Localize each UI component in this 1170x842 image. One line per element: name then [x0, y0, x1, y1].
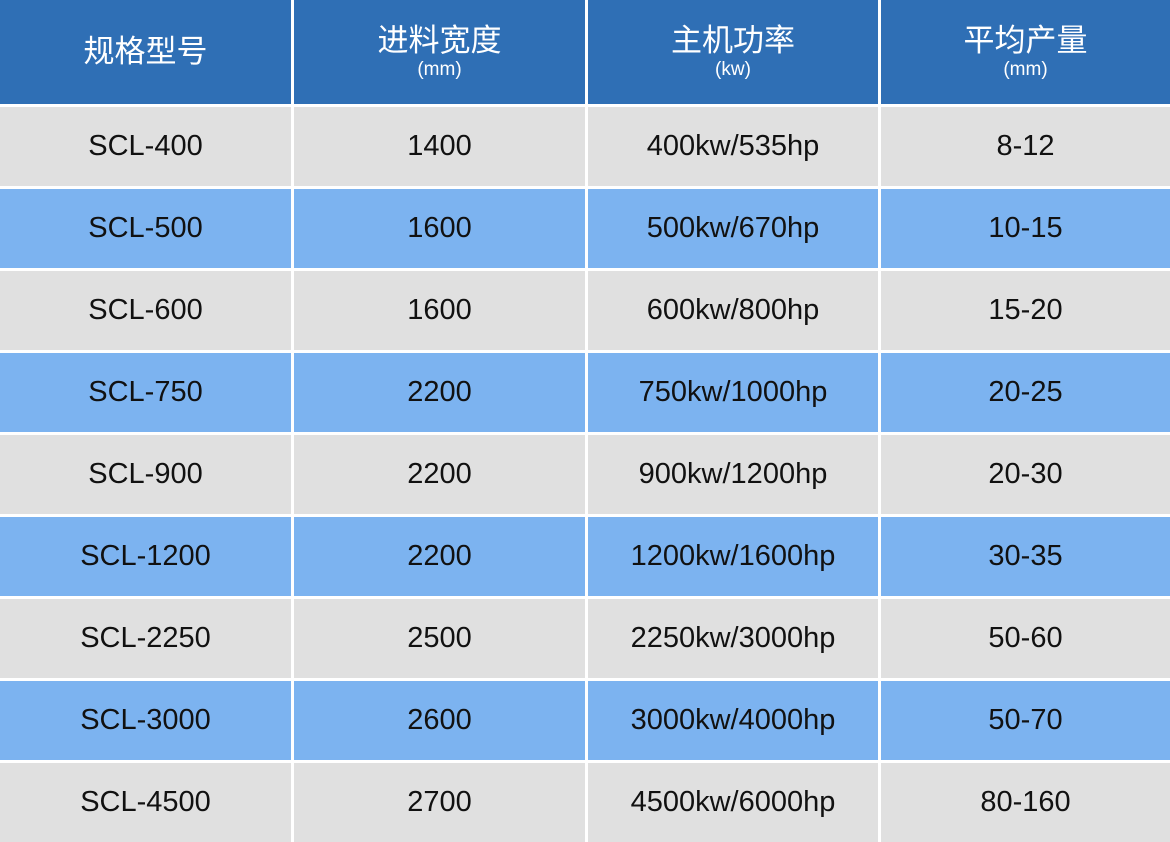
table-cell-feed-width: 2200	[294, 517, 585, 596]
table-cell-model: SCL-750	[0, 353, 291, 432]
table-cell-model: SCL-1200	[0, 517, 291, 596]
header-unit: (mm)	[1003, 59, 1048, 80]
table-cell-power: 2250kw/3000hp	[588, 599, 878, 678]
table-cell-feed-width: 2200	[294, 435, 585, 514]
header-capacity: 平均产量 (mm)	[881, 0, 1170, 104]
table-cell-capacity: 15-20	[881, 271, 1170, 350]
table-cell-power: 400kw/535hp	[588, 107, 878, 186]
table-cell-power: 900kw/1200hp	[588, 435, 878, 514]
table-cell-feed-width: 2200	[294, 353, 585, 432]
header-power: 主机功率 (kw)	[588, 0, 878, 104]
table-cell-model: SCL-3000	[0, 681, 291, 760]
table-cell-feed-width: 1600	[294, 271, 585, 350]
table-cell-power: 3000kw/4000hp	[588, 681, 878, 760]
table-cell-capacity: 10-15	[881, 189, 1170, 268]
table-cell-capacity: 50-60	[881, 599, 1170, 678]
table-cell-feed-width: 1400	[294, 107, 585, 186]
table-cell-capacity: 8-12	[881, 107, 1170, 186]
table-cell-capacity: 20-25	[881, 353, 1170, 432]
table-cell-power: 4500kw/6000hp	[588, 763, 878, 842]
table-cell-capacity: 30-35	[881, 517, 1170, 596]
table-cell-power: 1200kw/1600hp	[588, 517, 878, 596]
table-cell-model: SCL-900	[0, 435, 291, 514]
table-cell-model: SCL-2250	[0, 599, 291, 678]
table-cell-power: 500kw/670hp	[588, 189, 878, 268]
table-cell-feed-width: 2700	[294, 763, 585, 842]
table-cell-model: SCL-4500	[0, 763, 291, 842]
table-cell-feed-width: 2600	[294, 681, 585, 760]
header-unit: (kw)	[715, 59, 751, 80]
table-cell-capacity: 50-70	[881, 681, 1170, 760]
header-title: 平均产量	[963, 23, 1088, 59]
table-cell-feed-width: 2500	[294, 599, 585, 678]
header-unit: (mm)	[417, 59, 462, 80]
header-model: 规格型号	[0, 0, 291, 104]
header-title: 进料宽度	[377, 23, 502, 59]
table-cell-power: 750kw/1000hp	[588, 353, 878, 432]
header-feed-width: 进料宽度 (mm)	[294, 0, 585, 104]
table-cell-model: SCL-400	[0, 107, 291, 186]
header-title: 规格型号	[83, 34, 208, 70]
table-cell-model: SCL-500	[0, 189, 291, 268]
table-cell-model: SCL-600	[0, 271, 291, 350]
table-cell-capacity: 80-160	[881, 763, 1170, 842]
table-cell-power: 600kw/800hp	[588, 271, 878, 350]
header-title: 主机功率	[671, 23, 795, 59]
table-cell-feed-width: 1600	[294, 189, 585, 268]
table-cell-capacity: 20-30	[881, 435, 1170, 514]
